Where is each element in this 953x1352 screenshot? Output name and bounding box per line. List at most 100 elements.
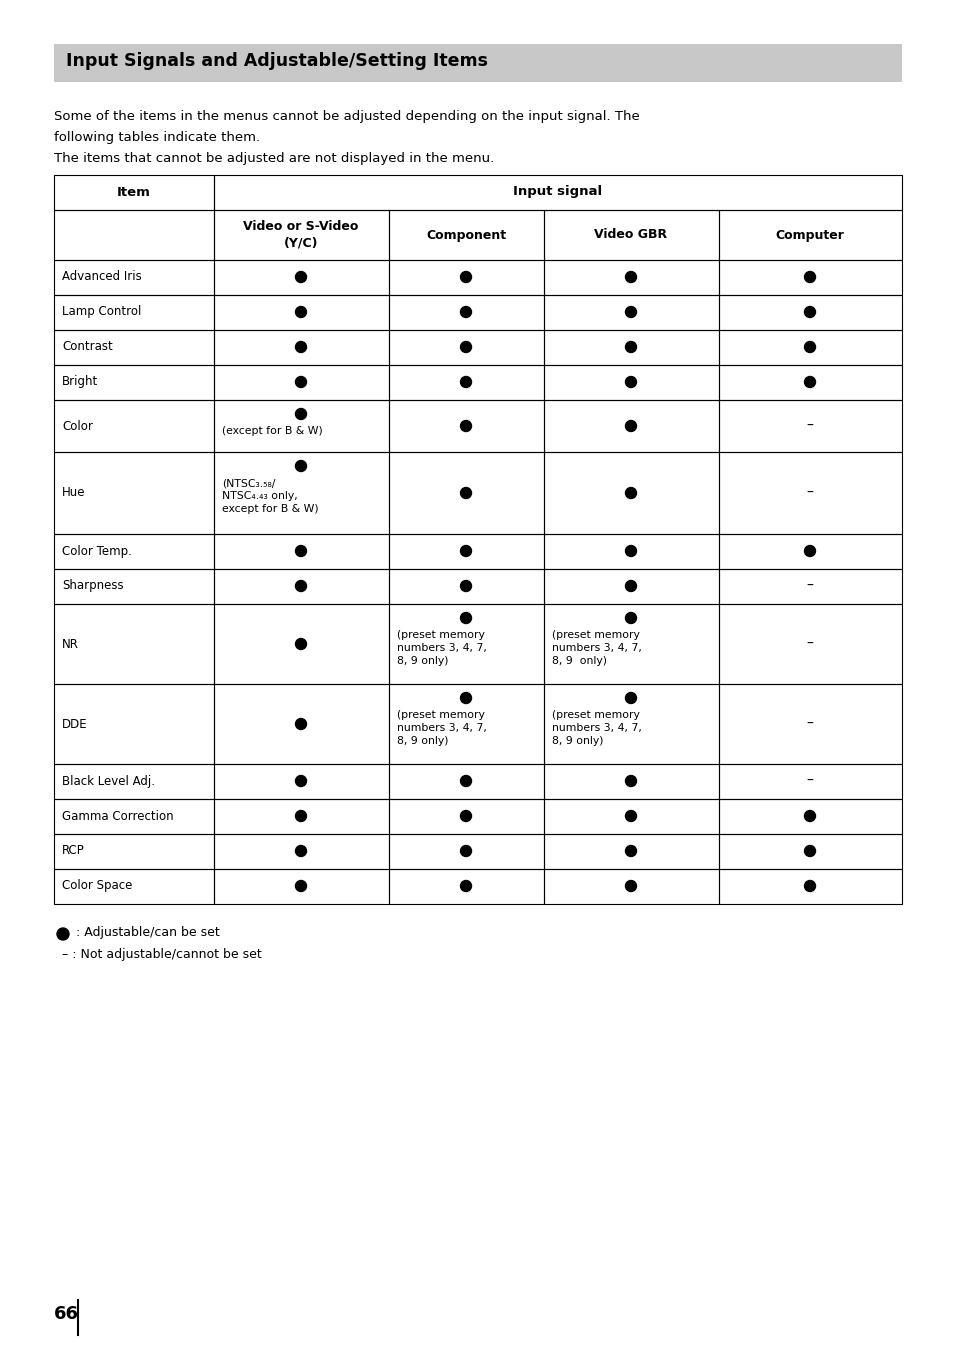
Bar: [213, 604, 389, 684]
Text: Video or S-Video
(Y/C): Video or S-Video (Y/C): [243, 220, 358, 250]
Bar: [719, 295, 901, 330]
Text: DDE: DDE: [62, 718, 88, 730]
Circle shape: [625, 612, 636, 623]
Circle shape: [625, 776, 636, 787]
Circle shape: [460, 376, 471, 388]
Bar: [719, 684, 901, 764]
Circle shape: [625, 810, 636, 822]
Bar: [54, 174, 213, 210]
Text: Bright: Bright: [62, 376, 98, 388]
Bar: [719, 210, 901, 260]
Circle shape: [460, 420, 471, 431]
Bar: [543, 799, 719, 834]
Circle shape: [625, 307, 636, 318]
Text: Black Level Adj.: Black Level Adj.: [62, 775, 154, 787]
Circle shape: [460, 545, 471, 557]
Text: Advanced Iris: Advanced Iris: [62, 270, 142, 284]
Bar: [719, 452, 901, 534]
Bar: [213, 799, 389, 834]
Bar: [389, 400, 543, 452]
Text: (NTSC₃.₅₈/
NTSC₄.₄₃ only,
except for B & W): (NTSC₃.₅₈/ NTSC₄.₄₃ only, except for B &…: [222, 479, 318, 514]
Text: – : Not adjustable/cannot be set: – : Not adjustable/cannot be set: [62, 948, 261, 961]
Bar: [54, 869, 213, 904]
Circle shape: [295, 272, 306, 283]
Bar: [543, 295, 719, 330]
Text: –: –: [805, 717, 813, 731]
Circle shape: [295, 408, 306, 419]
Bar: [719, 365, 901, 400]
Circle shape: [460, 692, 471, 703]
Circle shape: [625, 420, 636, 431]
Bar: [213, 295, 389, 330]
Bar: [543, 452, 719, 534]
Bar: [543, 400, 719, 452]
Text: Component: Component: [425, 228, 505, 242]
Bar: [54, 569, 213, 604]
Circle shape: [625, 342, 636, 353]
Circle shape: [295, 461, 306, 472]
Bar: [389, 365, 543, 400]
Bar: [543, 569, 719, 604]
Circle shape: [295, 810, 306, 822]
Text: Hue: Hue: [62, 487, 86, 499]
Bar: [389, 869, 543, 904]
Text: : Adjustable/can be set: : Adjustable/can be set: [76, 926, 219, 940]
Text: (preset memory
numbers 3, 4, 7,
8, 9  only): (preset memory numbers 3, 4, 7, 8, 9 onl…: [552, 630, 641, 667]
Circle shape: [460, 810, 471, 822]
Circle shape: [460, 342, 471, 353]
Text: –: –: [805, 579, 813, 594]
Bar: [54, 604, 213, 684]
Bar: [54, 534, 213, 569]
Text: –: –: [805, 773, 813, 788]
Circle shape: [803, 845, 815, 857]
Bar: [389, 260, 543, 295]
Text: Color: Color: [62, 419, 92, 433]
Bar: [389, 684, 543, 764]
Circle shape: [295, 342, 306, 353]
Text: (except for B & W): (except for B & W): [222, 426, 322, 435]
Circle shape: [295, 307, 306, 318]
Bar: [213, 764, 389, 799]
Bar: [389, 834, 543, 869]
Circle shape: [460, 612, 471, 623]
Bar: [543, 260, 719, 295]
Bar: [54, 452, 213, 534]
Text: Input signal: Input signal: [513, 185, 602, 199]
Text: Color Space: Color Space: [62, 880, 132, 892]
Bar: [54, 260, 213, 295]
Text: Computer: Computer: [775, 228, 843, 242]
Text: Sharpness: Sharpness: [62, 580, 124, 592]
Circle shape: [295, 880, 306, 891]
Bar: [389, 210, 543, 260]
Circle shape: [625, 880, 636, 891]
Text: –: –: [805, 485, 813, 500]
Bar: [543, 210, 719, 260]
Circle shape: [460, 488, 471, 499]
Circle shape: [295, 376, 306, 388]
Bar: [54, 400, 213, 452]
Text: –: –: [805, 419, 813, 433]
Circle shape: [460, 776, 471, 787]
Bar: [213, 260, 389, 295]
Circle shape: [460, 580, 471, 592]
Circle shape: [460, 845, 471, 857]
Bar: [543, 764, 719, 799]
Bar: [543, 869, 719, 904]
Circle shape: [57, 927, 69, 940]
Text: NR: NR: [62, 638, 79, 650]
Circle shape: [295, 718, 306, 730]
Bar: [719, 834, 901, 869]
Bar: [389, 604, 543, 684]
Bar: [213, 452, 389, 534]
Text: following tables indicate them.: following tables indicate them.: [54, 131, 260, 145]
Circle shape: [295, 580, 306, 592]
Circle shape: [803, 545, 815, 557]
Bar: [54, 210, 213, 260]
Circle shape: [460, 307, 471, 318]
Bar: [389, 295, 543, 330]
Bar: [543, 534, 719, 569]
Bar: [54, 799, 213, 834]
Bar: [389, 534, 543, 569]
Bar: [719, 764, 901, 799]
Bar: [54, 764, 213, 799]
